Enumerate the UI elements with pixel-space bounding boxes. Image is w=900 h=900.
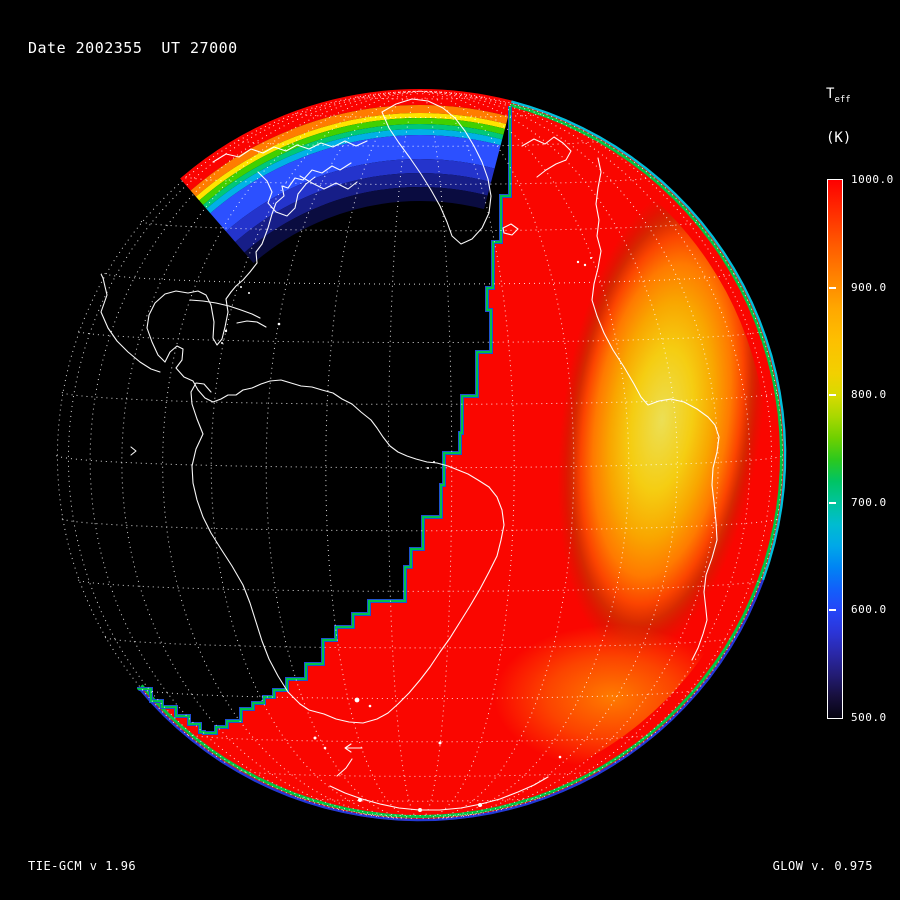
- coastline-path: [299, 486, 505, 724]
- terminator-fringe-green: [137, 106, 512, 735]
- coastline-path: [230, 162, 352, 293]
- island-dot: [354, 697, 360, 703]
- colorbar-tick-mark: [829, 609, 836, 612]
- coastline-path: [336, 758, 353, 777]
- island-dot: [478, 803, 482, 807]
- limb-fringe-blue: [137, 579, 765, 822]
- coastline-path: [236, 320, 267, 328]
- polar-arc-band: [94, 129, 746, 455]
- colorbar-symbol: T: [826, 86, 835, 102]
- colorbar-title: Teff: [826, 86, 851, 105]
- colorbar-tick-label: 1000.0: [851, 173, 894, 187]
- graticule: [56, 90, 784, 819]
- coastline-path: [521, 136, 572, 178]
- colorbar-tick-label: 800.0: [851, 388, 887, 402]
- colorbar-tick-label: 500.0: [851, 711, 887, 725]
- polar-arc-band: [70, 105, 770, 455]
- island-dot: [590, 257, 592, 259]
- coastline-path: [94, 261, 161, 373]
- coastline-path: [299, 175, 358, 190]
- island-dot: [576, 260, 580, 264]
- coastline-path: [591, 299, 720, 661]
- island-dot: [427, 467, 429, 469]
- island-dot: [583, 263, 587, 267]
- colorbar-tick-mark: [829, 394, 836, 397]
- coastline-path: [344, 743, 363, 753]
- model-version-label: TIE-GCM v 1.96: [28, 859, 137, 873]
- island-dot: [277, 322, 281, 326]
- island-dot: [358, 798, 362, 802]
- colorbar-tick-label: 900.0: [851, 280, 887, 294]
- polar-arc-band: [152, 187, 688, 455]
- coastline-path: [591, 157, 602, 301]
- polar-rainbow-arc: [54, 89, 786, 455]
- colorbar-tick-mark: [829, 501, 836, 504]
- colorbar-units: (K): [826, 130, 852, 146]
- colorbar-symbol-sub: eff: [834, 94, 851, 105]
- coastline-path: [257, 171, 316, 217]
- coastline-path: [190, 382, 301, 705]
- island-dot: [221, 342, 223, 344]
- polar-arc-band: [78, 113, 762, 455]
- island-dot: [433, 461, 435, 463]
- island-dot: [323, 746, 327, 750]
- island-dots: [221, 257, 592, 812]
- coastline-path: [329, 776, 549, 811]
- island-dot: [240, 286, 242, 288]
- date-label: Date 2002355 UT 27000: [28, 39, 238, 57]
- polar-arc-band: [100, 135, 740, 455]
- coastline-path: [130, 446, 137, 456]
- island-dot: [313, 736, 317, 740]
- colorbar-tick-label: 700.0: [851, 496, 887, 510]
- coastline-path: [146, 290, 232, 363]
- island-dot: [438, 741, 442, 745]
- limb-fringe-green: [140, 103, 784, 819]
- polar-arc-band: [124, 159, 716, 455]
- island-dot: [558, 755, 562, 759]
- coastline-path: [189, 299, 261, 319]
- island-dot: [418, 808, 422, 812]
- colorbar-gradient: [827, 179, 843, 719]
- island-dot: [248, 292, 250, 294]
- dayside-maximum-crescent: [557, 183, 767, 657]
- polar-arc-band: [138, 173, 702, 455]
- island-dot: [368, 704, 372, 708]
- coastline-path: [212, 140, 368, 163]
- coastline-path: [164, 345, 244, 403]
- colorbar-tick-label: 600.0: [851, 603, 887, 617]
- coastline-path: [381, 98, 492, 245]
- coastlines: [94, 98, 720, 811]
- polar-arc-band: [54, 89, 786, 455]
- glow-version-label: GLOW v. 0.975: [772, 859, 873, 873]
- polar-arc-band: [89, 124, 751, 455]
- coastline-path: [502, 223, 519, 236]
- coastline-path: [242, 379, 490, 488]
- island-dot: [224, 329, 228, 333]
- colorbar-tick-mark: [829, 286, 836, 289]
- limb-fringe-cyan: [511, 100, 787, 581]
- polar-arc-band: [83, 118, 757, 455]
